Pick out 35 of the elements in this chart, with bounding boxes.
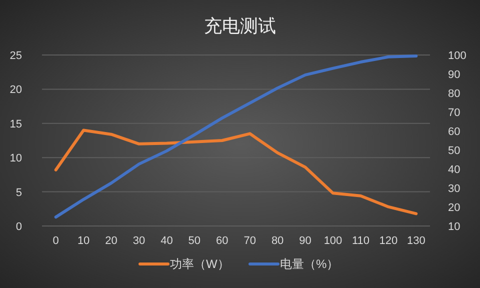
y-tick-label: 0 [16,221,22,233]
line-series [54,128,418,216]
x-tick-label: 50 [188,235,201,247]
y2-tick-label: 10 [448,221,460,233]
x-tick-label: 70 [244,235,256,247]
x-tick-label: 90 [299,235,312,247]
y2-tick-label: 60 [448,126,460,138]
x-tick-label: 110 [352,235,370,247]
y-tick-label: 15 [10,118,22,130]
chart-title: 充电测试 [204,16,276,36]
y2-tick-label: 90 [448,69,460,81]
x-tick-label: 40 [160,235,173,247]
x-tick-label: 30 [132,235,146,247]
y2-tick-label: 40 [448,164,460,176]
y-tick-label: 10 [10,152,22,165]
x-tick-label: 130 [406,235,426,247]
y2-tick-label: 70 [448,107,460,119]
line-series [54,54,418,219]
y-tick-label: 20 [10,84,22,96]
x-tick-label: 80 [271,235,284,247]
x-tick-label: 100 [324,235,342,247]
y2-tick-label: 100 [448,50,466,62]
x-tick-label: 120 [379,235,398,247]
y-tick-label: 5 [16,186,22,199]
x-tick-label: 20 [105,235,118,247]
y-tick-label: 25 [10,50,22,62]
legend-label: 功率（W） [170,257,230,271]
y2-tick-label: 80 [448,88,460,100]
x-tick-label: 10 [77,235,90,247]
y2-tick-label: 30 [448,183,460,195]
x-tick-label: 0 [52,235,59,247]
y2-tick-label: 50 [448,145,460,157]
x-tick-label: 60 [216,235,228,247]
y2-tick-label: 20 [448,202,460,214]
legend-label: 电量（%） [280,257,339,271]
